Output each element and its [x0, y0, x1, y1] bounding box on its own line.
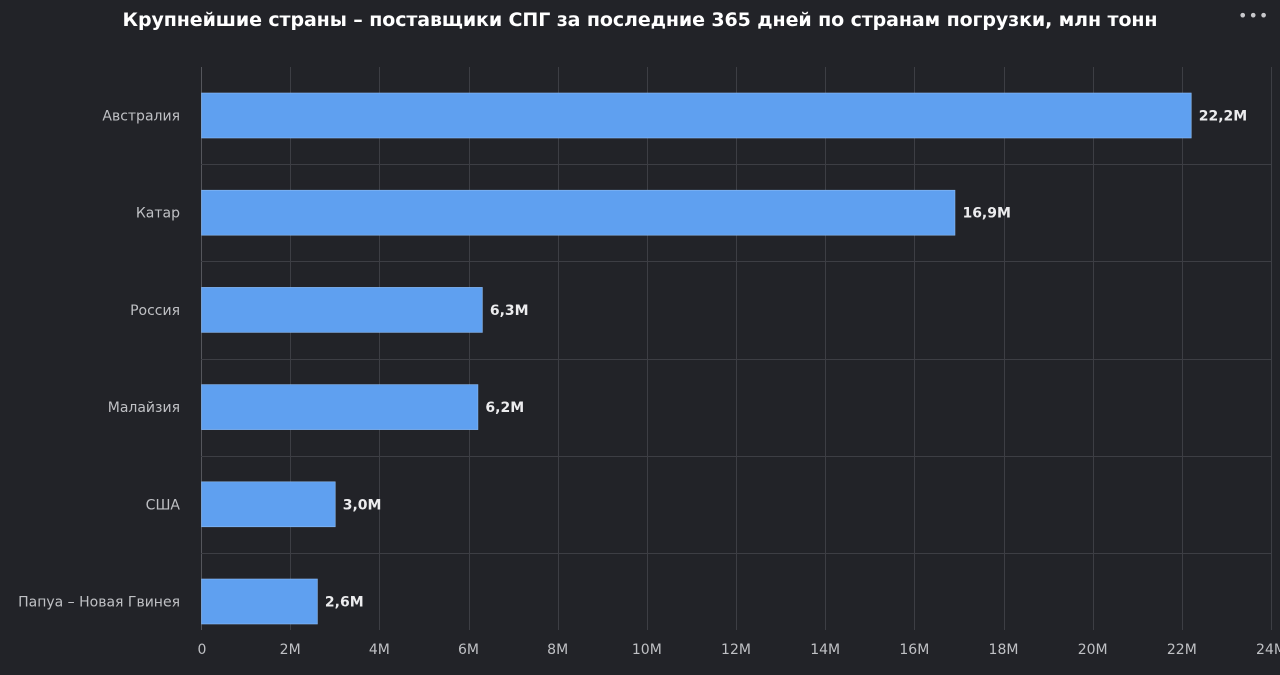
x-tick-label: 2M: [280, 642, 301, 658]
x-tick-label: 10M: [632, 642, 662, 658]
x-tick-label: 22M: [1167, 642, 1197, 658]
x-tick-label: 12M: [721, 642, 751, 658]
category-label: Малайзия: [108, 400, 180, 416]
x-tick-label: 4M: [369, 642, 390, 658]
value-label: 22,2M: [1199, 109, 1247, 125]
bar: [201, 287, 483, 333]
x-tick-label: 0: [198, 642, 207, 658]
x-tick-label: 6M: [458, 642, 479, 658]
category-label: Австралия: [102, 109, 180, 125]
x-tick-label: 18M: [989, 642, 1019, 658]
x-tick-label: 8M: [547, 642, 568, 658]
bar: [201, 481, 336, 528]
value-label: 16,9M: [962, 206, 1010, 222]
x-tick-label: 14M: [810, 642, 840, 658]
bar: [201, 578, 318, 625]
bar: [201, 384, 479, 430]
value-label: 6,3M: [490, 303, 529, 319]
category-label: Катар: [136, 206, 180, 222]
chart-title: Крупнейшие страны – поставщики СПГ за по…: [122, 9, 1158, 31]
category-label: Папуа – Новая Гвинея: [18, 595, 180, 611]
x-tick-label: 20M: [1078, 642, 1108, 658]
value-label: 6,2M: [485, 400, 524, 416]
value-label: 2,6M: [325, 595, 364, 611]
bar: [201, 189, 956, 236]
category-label: Россия: [130, 303, 180, 319]
value-label: 3,0M: [343, 497, 382, 513]
bar: [201, 92, 1192, 139]
x-tick-label: 24M: [1256, 642, 1280, 658]
more-options-icon[interactable]: •••: [1238, 6, 1270, 25]
x-tick-label: 16M: [899, 642, 929, 658]
category-label: США: [146, 497, 181, 513]
